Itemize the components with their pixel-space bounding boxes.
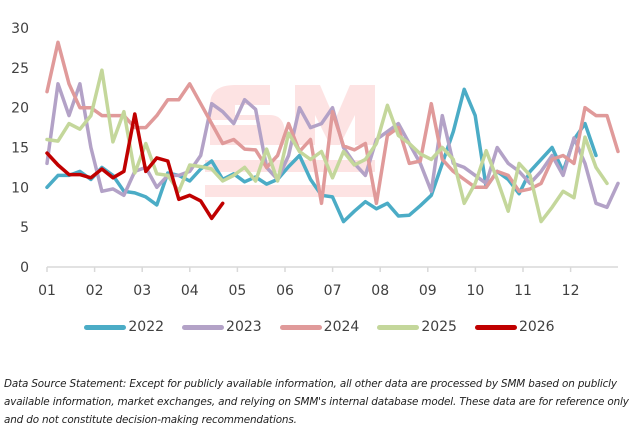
legend-item-2022: 2022 [84, 319, 164, 335]
legend-swatch-2026 [474, 324, 517, 330]
smm-watermark [205, 85, 375, 197]
x-tick-label: 12 [562, 283, 580, 299]
series-line-2026 [45, 112, 225, 221]
legend-item-2023: 2023 [182, 319, 262, 335]
y-tick-label: 15 [11, 141, 29, 157]
y-tick-label: 10 [11, 180, 29, 196]
legend-label: 2025 [421, 319, 457, 335]
legend-label: 2022 [128, 319, 165, 335]
legend-item-2024: 2024 [279, 319, 360, 335]
legend-label: 2026 [518, 319, 555, 335]
y-tick-label: 5 [20, 220, 29, 236]
x-tick-label: 07 [324, 283, 342, 299]
legend-swatch-2022 [84, 324, 127, 330]
series-line-2025 [45, 68, 609, 224]
y-tick-label: 30 [11, 21, 29, 37]
legend-swatch-2025 [377, 324, 420, 330]
legend-swatch-2024 [279, 324, 322, 330]
y-tick-label: 0 [20, 260, 29, 276]
x-tick-label: 11 [514, 283, 532, 299]
x-tick-label: 04 [181, 283, 199, 299]
legend-swatch-2023 [182, 324, 225, 330]
x-tick-label: 03 [133, 283, 151, 299]
x-tick-label: 08 [371, 283, 389, 299]
data-source-statement: Data Source Statement: Except for public… [4, 378, 629, 426]
legend-label: 2024 [323, 319, 360, 335]
x-tick-label: 10 [466, 283, 484, 299]
chart-legend: 2022 2023 2024 2025 2026 [0, 319, 639, 335]
y-tick-label: 20 [11, 101, 29, 117]
legend-label: 2023 [226, 319, 262, 335]
x-tick-label: 06 [276, 283, 294, 299]
series-line-2024 [45, 40, 620, 206]
series-line-2023 [45, 82, 620, 210]
x-tick-label: 05 [228, 283, 246, 299]
legend-item-2025: 2025 [377, 319, 457, 335]
legend-item-2026: 2026 [474, 319, 555, 335]
x-tick-label: 02 [86, 283, 104, 299]
x-tick-label: 01 [38, 283, 56, 299]
x-tick-label: 09 [419, 283, 437, 299]
y-tick-label: 25 [11, 61, 29, 77]
